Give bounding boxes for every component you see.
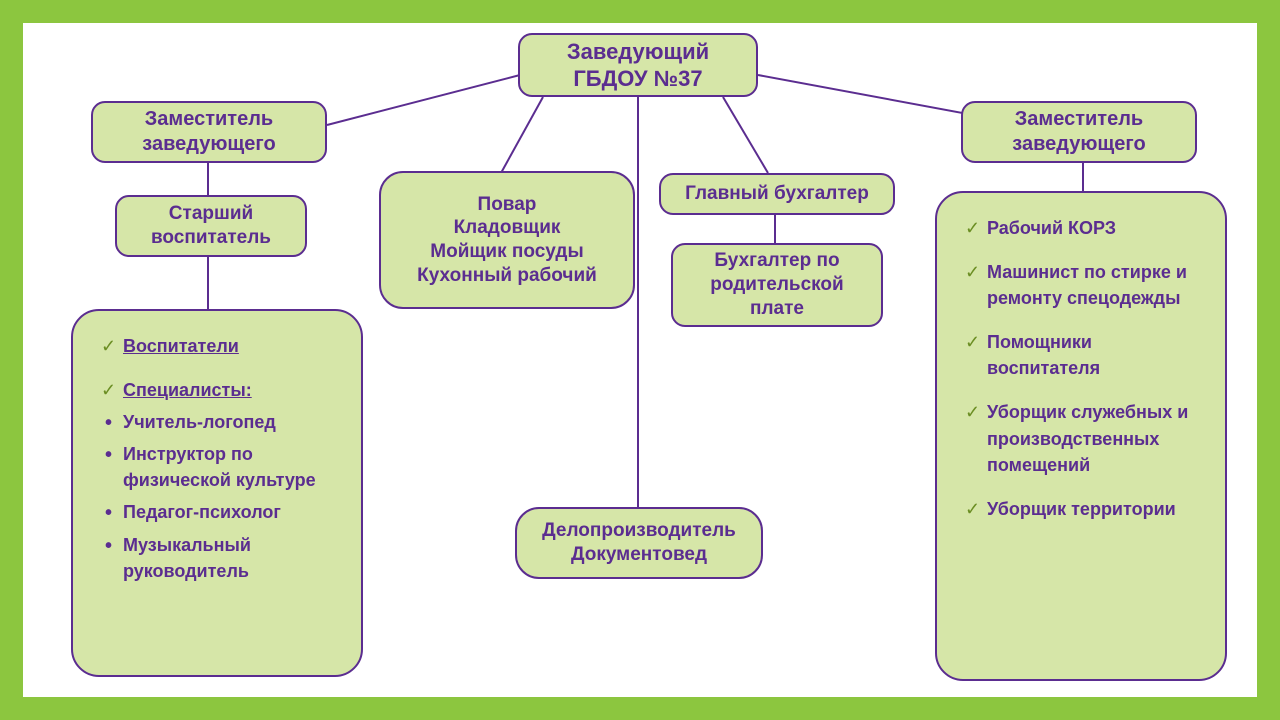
kitchen-lines: Повар Кладовщик Мойщик посуды Кухонный р…: [417, 193, 597, 288]
kitchen-line-4: Кухонный рабочий: [417, 265, 597, 286]
org-chart-canvas: Заведующий ГБДОУ №37 Заместитель заведую…: [20, 20, 1260, 700]
specialist-item-2: Инструктор по физической культуре: [101, 441, 337, 493]
educators-heading: Воспитатели: [101, 333, 337, 359]
educators-list-box: Воспитатели Специалисты: Учитель-логопед…: [71, 309, 363, 677]
clerk-line-1: Делопроизводитель: [542, 520, 736, 541]
deputy-left-label: Заместитель заведующего: [103, 107, 315, 157]
clerks-node: Делопроизводитель Документовед: [515, 507, 763, 579]
support-item-3: Помощники воспитателя: [965, 329, 1201, 381]
kitchen-node: Повар Кладовщик Мойщик посуды Кухонный р…: [379, 171, 635, 309]
senior-educator-label: Старший воспитатель: [127, 202, 295, 250]
kitchen-line-3: Мойщик посуды: [430, 241, 583, 262]
chief-accountant-label: Главный бухгалтер: [685, 182, 869, 206]
deputy-right-label: Заместитель заведующего: [973, 107, 1185, 157]
senior-educator-node: Старший воспитатель: [115, 195, 307, 257]
chief-accountant-node: Главный бухгалтер: [659, 173, 895, 215]
clerks-lines: Делопроизводитель Документовед: [542, 519, 736, 567]
support-item-2: Машинист по стирке и ремонту спецодежды: [965, 259, 1201, 311]
deputy-right-node: Заместитель заведующего: [961, 101, 1197, 163]
support-item-4: Уборщик служебных и производственных пом…: [965, 399, 1201, 477]
accountant-parent-label: Бухгалтер по родительской плате: [683, 249, 871, 320]
kitchen-line-1: Повар: [478, 194, 537, 215]
root-line1: Заведующий: [567, 39, 709, 64]
kitchen-line-2: Кладовщик: [454, 217, 561, 238]
deputy-left-node: Заместитель заведующего: [91, 101, 327, 163]
root-line2: ГБДОУ №37: [573, 66, 702, 91]
clerk-line-2: Документовед: [571, 544, 707, 565]
support-item-5: Уборщик территории: [965, 496, 1201, 522]
specialist-item-3: Педагог-психолог: [101, 499, 337, 525]
root-node: Заведующий ГБДОУ №37: [518, 33, 758, 97]
specialist-item-4: Музыкальный руководитель: [101, 532, 337, 584]
specialist-item-1: Учитель-логопед: [101, 409, 337, 435]
support-staff-list-box: Рабочий КОРЗ Машинист по стирке и ремонт…: [935, 191, 1227, 681]
support-item-1: Рабочий КОРЗ: [965, 215, 1201, 241]
specialists-heading: Специалисты:: [101, 377, 337, 403]
accountant-parent-node: Бухгалтер по родительской плате: [671, 243, 883, 327]
